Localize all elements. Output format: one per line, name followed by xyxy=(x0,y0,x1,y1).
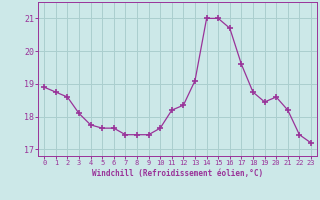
X-axis label: Windchill (Refroidissement éolien,°C): Windchill (Refroidissement éolien,°C) xyxy=(92,169,263,178)
